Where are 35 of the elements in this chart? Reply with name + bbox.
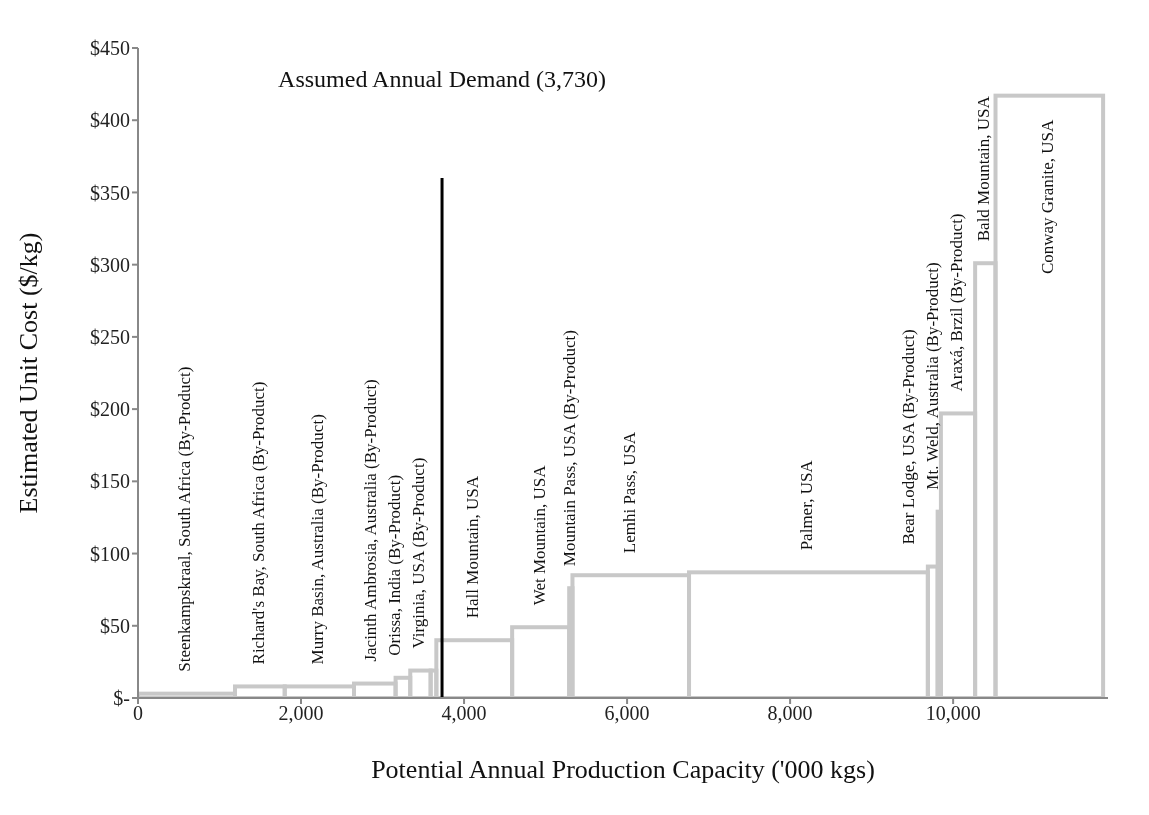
- y-tick-label: $200: [90, 398, 130, 421]
- annotation: Bald Mountain, USA: [974, 95, 994, 242]
- x-tick-label: 0: [133, 702, 143, 725]
- y-tick-label: $250: [90, 325, 130, 348]
- y-tick-label: $50: [100, 614, 130, 637]
- x-tick-label: 6,000: [604, 702, 650, 725]
- y-axis-title: Estimated Unit Cost ($/kg): [14, 232, 44, 514]
- x-axis-title: Potential Annual Production Capacity ('000 kgs): [371, 755, 875, 784]
- annotation: Murry Basin, Australia (By-Product): [308, 414, 328, 665]
- y-tick-label: $100: [90, 542, 130, 565]
- annotation: Palmer, USA: [797, 459, 817, 551]
- annotation: Wet Mountain, USA: [529, 464, 549, 606]
- y-tick-label: $150: [90, 470, 130, 493]
- y-tick-label: $450: [90, 37, 130, 60]
- annotation: Hall Mountain, USA: [463, 475, 483, 619]
- x-tick-label: 2,000: [278, 702, 324, 725]
- y-tick-label: $400: [90, 109, 130, 132]
- annotation: Orissa, India (By-Product): [385, 474, 405, 656]
- annotation: Araxá, Brzil (By-Product): [946, 213, 966, 392]
- annotation: Virginia, USA (By-Product): [409, 457, 429, 649]
- annotation: Mt. Weld, Australia (By-Product): [922, 262, 942, 490]
- y-tick-label: $350: [90, 181, 130, 204]
- annotation: Steenkampskraal, South Africa (By-Product): [175, 366, 195, 672]
- annotation: Jacinth Ambrosia, Australia (By-Product): [361, 379, 381, 662]
- x-tick-label: 8,000: [767, 702, 813, 725]
- ref-line-label: Assumed Annual Demand (3,730): [278, 66, 607, 92]
- annotation: Lemhi Pass, USA: [619, 431, 639, 554]
- y-tick-label: $-: [113, 687, 130, 710]
- annotation: Richard's Bay, South Africa (By-Product): [248, 381, 268, 665]
- annotation: Bear Lodge, USA (By-Product): [898, 329, 918, 545]
- annotation: Conway Granite, USA: [1038, 118, 1058, 275]
- x-tick-label: 4,000: [441, 702, 487, 725]
- y-tick-label: $300: [90, 253, 130, 276]
- annotation: Mountain Pass, USA (By-Product): [559, 330, 579, 567]
- x-tick-label: 10,000: [925, 702, 981, 725]
